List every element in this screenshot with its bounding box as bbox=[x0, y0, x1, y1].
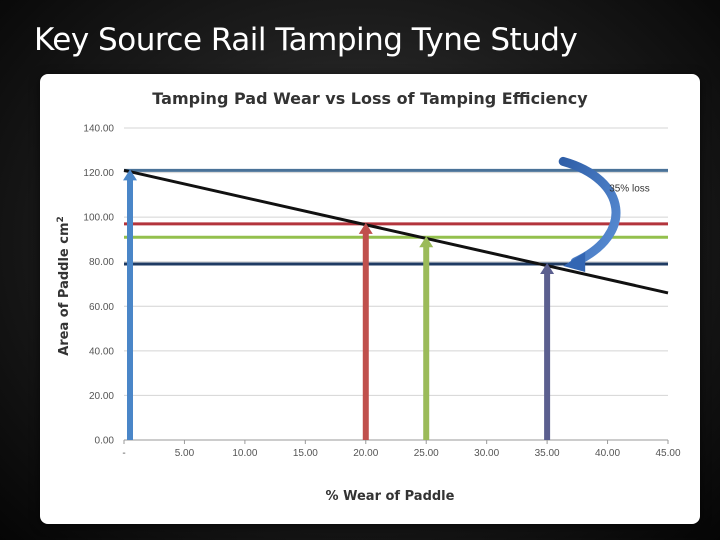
wear-arrow-head bbox=[358, 222, 373, 234]
y-tick-label: 40.00 bbox=[89, 346, 114, 357]
y-tick-label: 60.00 bbox=[89, 302, 114, 313]
x-tick-label: 40.00 bbox=[595, 448, 620, 459]
y-tick-label: 0.00 bbox=[95, 436, 115, 447]
chart-title: Tamping Pad Wear vs Loss of Tamping Effi… bbox=[152, 89, 588, 108]
y-axis-label-text: Area of Paddle cm bbox=[57, 222, 72, 355]
chart: 0.00 20.00 40.00 60.00 80.00 100.00 120.00 140.… bbox=[56, 89, 681, 504]
x-tick-label: 25.00 bbox=[414, 448, 439, 459]
wear-arrow-shaft bbox=[362, 231, 369, 440]
curved-arrow-head bbox=[563, 251, 586, 272]
x-tick-label: - bbox=[122, 448, 125, 459]
wear-arrow-head bbox=[540, 262, 555, 274]
x-tick-label: 5.00 bbox=[175, 448, 195, 459]
series-lines bbox=[123, 168, 669, 295]
grid bbox=[123, 127, 669, 444]
y-tick-label: 120.00 bbox=[83, 168, 114, 179]
y-tick-label: 80.00 bbox=[89, 257, 114, 268]
wear-arrow-shaft bbox=[544, 271, 551, 440]
y-axis-label-superscript: 2 bbox=[56, 216, 66, 222]
tick-labels: 0.00 20.00 40.00 60.00 80.00 100.00 120.00 140.… bbox=[83, 124, 681, 460]
curved-arrow-body bbox=[558, 156, 621, 267]
y-axis-label: Area of Paddle cm2 bbox=[56, 216, 72, 356]
chart-panel: 0.00 20.00 40.00 60.00 80.00 100.00 120.00 140.… bbox=[40, 74, 700, 524]
annotation: 35% loss bbox=[558, 156, 650, 272]
wear-arrow-head bbox=[123, 169, 137, 181]
slide-title: Key Source Rail Tamping Tyne Study bbox=[34, 22, 578, 58]
y-tick-label: 20.00 bbox=[89, 391, 114, 402]
x-tick-label: 35.00 bbox=[535, 448, 560, 459]
annotation-label: 35% loss bbox=[609, 183, 650, 194]
x-axis-label: % Wear of Paddle bbox=[326, 489, 455, 504]
wear-arrow-head bbox=[419, 236, 434, 248]
x-tick-label: 30.00 bbox=[474, 448, 499, 459]
x-tick-label: 20.00 bbox=[353, 448, 378, 459]
y-tick-label: 140.00 bbox=[83, 124, 114, 135]
x-tick-label: 10.00 bbox=[232, 448, 257, 459]
efficiency-line bbox=[123, 168, 669, 295]
x-tick-label: 15.00 bbox=[293, 448, 318, 459]
wear-arrows bbox=[123, 169, 555, 440]
wear-arrow-shaft bbox=[127, 178, 133, 440]
y-tick-label: 100.00 bbox=[83, 213, 114, 224]
wear-arrow-shaft bbox=[423, 245, 430, 440]
x-tick-label: 45.00 bbox=[655, 448, 680, 459]
